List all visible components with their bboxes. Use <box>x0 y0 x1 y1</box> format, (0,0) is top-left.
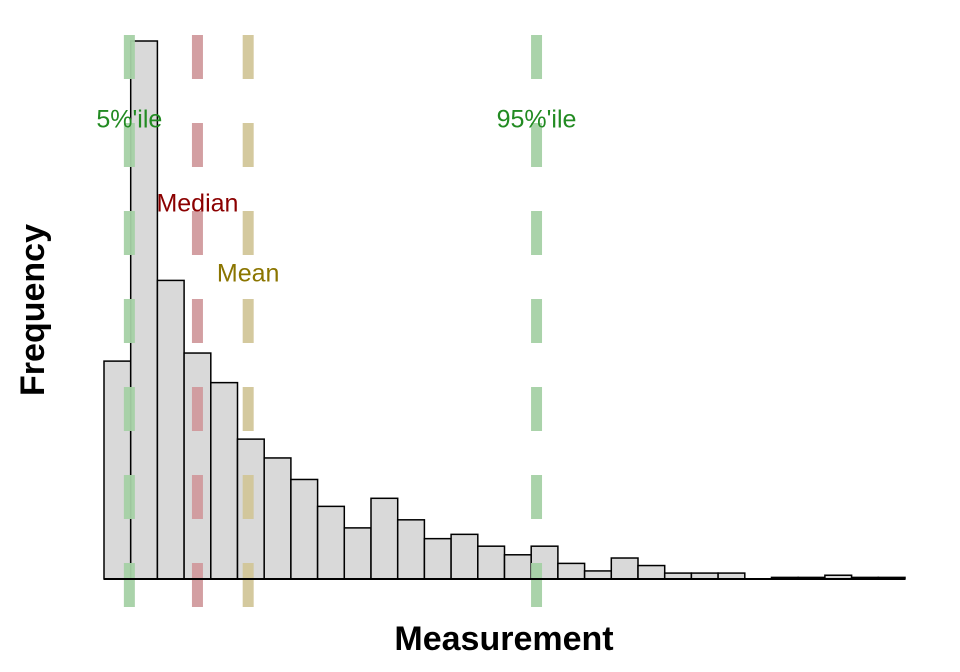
histogram-bar <box>183 352 212 580</box>
reference-lines <box>123 35 543 607</box>
histogram-bar <box>396 519 426 580</box>
histogram-bar <box>450 533 479 580</box>
histogram-bar <box>557 562 586 580</box>
histogram-bars <box>103 40 906 580</box>
reference-labels: 5%'ile Median Mean 95%'ile <box>96 105 576 287</box>
histogram-bar <box>610 557 639 580</box>
reference-label-median: Median <box>156 189 238 217</box>
y-axis-title: Frequency <box>14 224 52 396</box>
histogram-bar <box>423 537 452 580</box>
histogram-bar <box>129 40 159 580</box>
reference-label-p5: 5%'ile <box>96 105 162 133</box>
histogram-bar <box>637 564 666 580</box>
histogram-bar <box>503 554 532 580</box>
reference-label-p95: 95%'ile <box>497 105 577 133</box>
x-axis-title: Measurement <box>394 620 613 658</box>
histogram-bar <box>290 478 319 580</box>
histogram-bar <box>583 570 613 580</box>
histogram-bar <box>263 457 292 580</box>
histogram-bar <box>156 279 185 580</box>
histogram-bar <box>343 527 372 580</box>
histogram-bar <box>316 505 346 580</box>
histogram-bar <box>370 497 399 580</box>
histogram-bar <box>210 381 239 580</box>
histogram-bar <box>477 545 506 580</box>
reference-label-mean: Mean <box>217 259 280 287</box>
